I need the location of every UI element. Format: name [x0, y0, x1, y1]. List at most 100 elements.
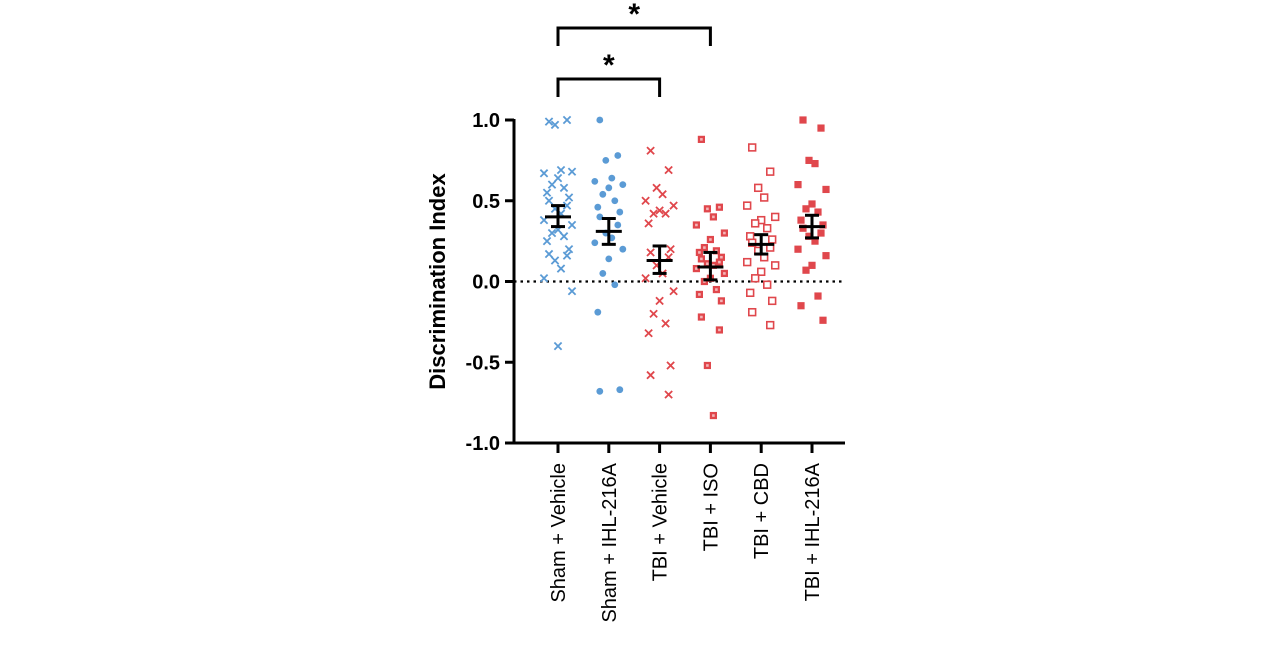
data-point-pattern-dot: [718, 328, 721, 332]
data-point-pattern-dot: [706, 262, 709, 266]
x-category-label: Sham + Vehicle: [548, 463, 570, 603]
data-point-filled-square: [822, 185, 830, 194]
data-point-circle: [596, 116, 604, 124]
data-point-x: [666, 361, 675, 370]
data-point-filled-square: [805, 156, 813, 164]
data-point-filled-square: [811, 160, 819, 168]
data-point-pattern-dot: [718, 260, 721, 264]
data-point-filled-square: [817, 229, 825, 237]
data-point-x: [559, 232, 569, 241]
significance-bracket: [556, 26, 712, 46]
data-point-x: [646, 146, 655, 155]
data-point-x: [550, 120, 560, 130]
x-category-label: TBI + CBD: [751, 463, 773, 559]
data-point-x: [542, 236, 552, 246]
data-point-filled-square: [802, 266, 810, 274]
data-point-circle: [616, 208, 624, 216]
data-point-open-square: [756, 267, 766, 277]
x-category-label: TBI + IHL-216A: [802, 462, 824, 601]
data-point-pattern-dot: [712, 414, 715, 417]
data-point-open-square: [762, 224, 772, 233]
x-category-label: TBI + ISO: [700, 463, 722, 551]
data-point-circle: [596, 213, 604, 221]
data-point-x: [664, 390, 673, 399]
data-point-open-square: [770, 261, 780, 270]
data-point-x: [559, 183, 569, 193]
y-tick-label: -1.0: [466, 433, 500, 455]
data-point-x: [567, 286, 577, 296]
data-point-circle: [599, 190, 607, 198]
data-point-pattern-dot: [718, 205, 721, 209]
data-point-open-square: [765, 167, 775, 176]
data-point-x: [556, 165, 566, 175]
data-point-x: [544, 249, 554, 259]
data-point-pattern-dot: [703, 280, 706, 283]
data-point-filled-square: [808, 261, 816, 269]
data-point-open-square: [747, 307, 757, 317]
data-point-x: [644, 328, 653, 338]
data-point-pattern-dot: [698, 293, 701, 296]
data-point-filled-square: [797, 216, 805, 224]
significance-label: *: [628, 0, 640, 31]
data-point-filled-square: [797, 302, 805, 310]
data-point-x: [562, 251, 572, 260]
data-point-x: [544, 117, 554, 126]
data-point-x: [655, 296, 664, 306]
data-point-open-square: [767, 296, 777, 306]
x-category-label: Sham + IHL-216A: [599, 462, 621, 622]
data-point-circle: [591, 177, 599, 185]
data-point-open-square: [742, 257, 752, 267]
data-point-pattern-dot: [706, 364, 709, 367]
data-point-pattern-dot: [700, 257, 703, 261]
data-point-x: [564, 193, 574, 202]
data-point-x: [553, 173, 563, 183]
data-point-circle: [619, 245, 627, 253]
data-point-open-square: [765, 320, 775, 330]
data-point-x: [547, 180, 557, 189]
significance-label: *: [603, 49, 615, 82]
data-point-x: [641, 196, 650, 205]
data-point-filled-square: [819, 221, 827, 229]
data-point-pattern-dot: [712, 215, 715, 219]
data-point-x: [542, 188, 552, 197]
data-point-filled-square: [811, 237, 819, 245]
data-point-pattern-dot: [715, 249, 718, 253]
data-point-circle: [596, 387, 604, 395]
data-point-circle: [594, 203, 602, 211]
data-point-circle: [594, 308, 602, 316]
data-point-pattern-dot: [700, 315, 703, 319]
data-point-x: [567, 220, 577, 230]
data-point-x: [567, 167, 577, 176]
data-point-filled-square: [817, 124, 825, 132]
data-point-x: [539, 169, 549, 178]
data-point-x: [655, 206, 664, 215]
data-point-x: [669, 201, 678, 210]
data-point-x: [666, 244, 675, 254]
y-tick-label: 0.5: [472, 191, 500, 213]
data-point-filled-square: [799, 116, 807, 124]
data-point-open-square: [750, 274, 760, 283]
data-point-circle: [614, 221, 622, 229]
data-point-pattern-dot: [723, 231, 726, 235]
data-point-open-square: [759, 193, 769, 202]
data-point-pattern-dot: [700, 138, 703, 141]
data-point-filled-square: [799, 224, 807, 232]
data-point-x: [547, 228, 557, 238]
data-point-pattern-dot: [723, 272, 726, 275]
data-point-filled-square: [802, 205, 810, 213]
data-point-circle: [611, 281, 619, 289]
data-point-pattern-dot: [720, 299, 723, 303]
y-tick-label: -0.5: [466, 352, 500, 374]
data-point-pattern-dot: [706, 207, 709, 211]
data-point-x: [562, 115, 572, 125]
data-point-x: [658, 190, 667, 199]
data-point-circle: [611, 197, 619, 205]
data-point-x: [553, 341, 563, 351]
data-point-x: [562, 201, 572, 210]
data-point-x: [644, 219, 653, 228]
data-point-filled-square: [805, 232, 813, 240]
data-point-x: [661, 319, 670, 328]
data-point-filled-square: [819, 316, 827, 324]
data-point-filled-square: [822, 252, 830, 260]
